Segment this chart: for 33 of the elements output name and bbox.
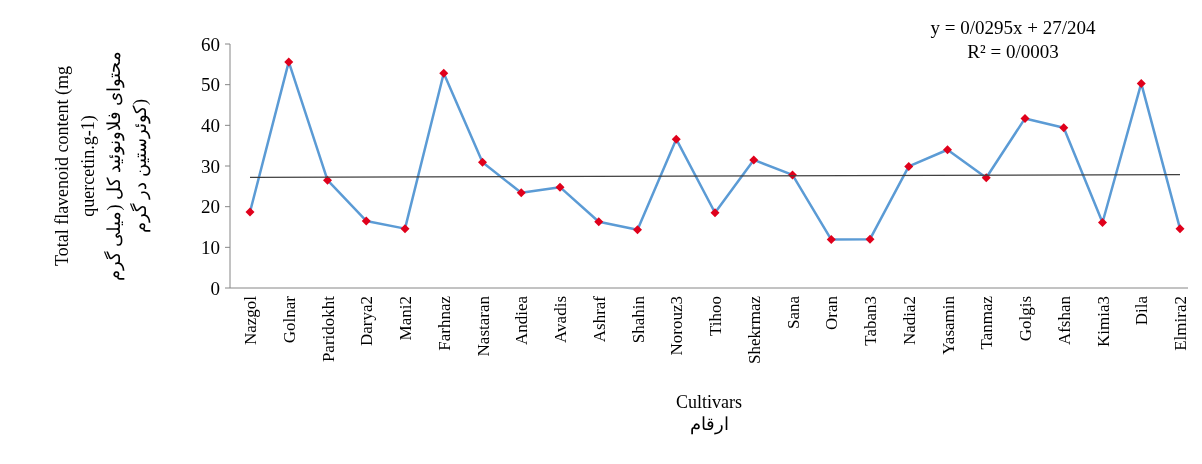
y-tick-label: 30: [201, 155, 220, 177]
y-tick-label: 40: [201, 114, 220, 136]
x-tick-label: Oran: [822, 295, 842, 330]
x-tick-label: Avadis: [551, 296, 570, 343]
x-tick-label: Nazgol: [241, 295, 260, 346]
x-tick-label: Nastaran: [473, 295, 493, 357]
x-tick-label: Norouz3: [667, 296, 687, 356]
y-tick-label: 20: [201, 196, 220, 218]
y-tick-label: 10: [201, 236, 220, 258]
x-tick-label: Farhnaz: [434, 295, 454, 351]
y-tick-label: 60: [201, 33, 220, 55]
x-tick-label: Tihoo: [706, 296, 725, 337]
x-tick-label: Mani2: [396, 296, 415, 341]
y-tick-label: 0: [210, 277, 220, 299]
x-tick-label: Tanmaz: [977, 295, 997, 350]
x-tick-label: Taban3: [861, 296, 880, 346]
x-tick-label: Nadia2: [899, 296, 919, 346]
x-tick-label: Shahin: [628, 295, 648, 344]
x-tick-label: Ashraf: [589, 295, 609, 343]
x-tick-label: Afshan: [1054, 295, 1074, 346]
x-tick-label: Shekrmaz: [744, 295, 764, 364]
x-tick-label: Golgis: [1016, 296, 1035, 342]
x-tick-label: Paridokht: [318, 295, 338, 363]
x-tick-label: Yasamin: [938, 295, 958, 355]
annotation: y = 0/0295x + 27/204 R² = 0/0003: [930, 17, 1096, 62]
x-tick-label: Darya2: [357, 296, 377, 347]
x-tick-label: Golnar: [279, 295, 299, 344]
x-tick-label: Elmira2: [1171, 296, 1190, 351]
y-tick-label: 50: [201, 74, 220, 96]
x-tick-label: Sana: [783, 295, 803, 330]
x-tick-label: Andiea: [512, 295, 532, 346]
x-tick-label: Dila: [1132, 295, 1152, 326]
x-tick-label: Kimia3: [1093, 296, 1113, 347]
